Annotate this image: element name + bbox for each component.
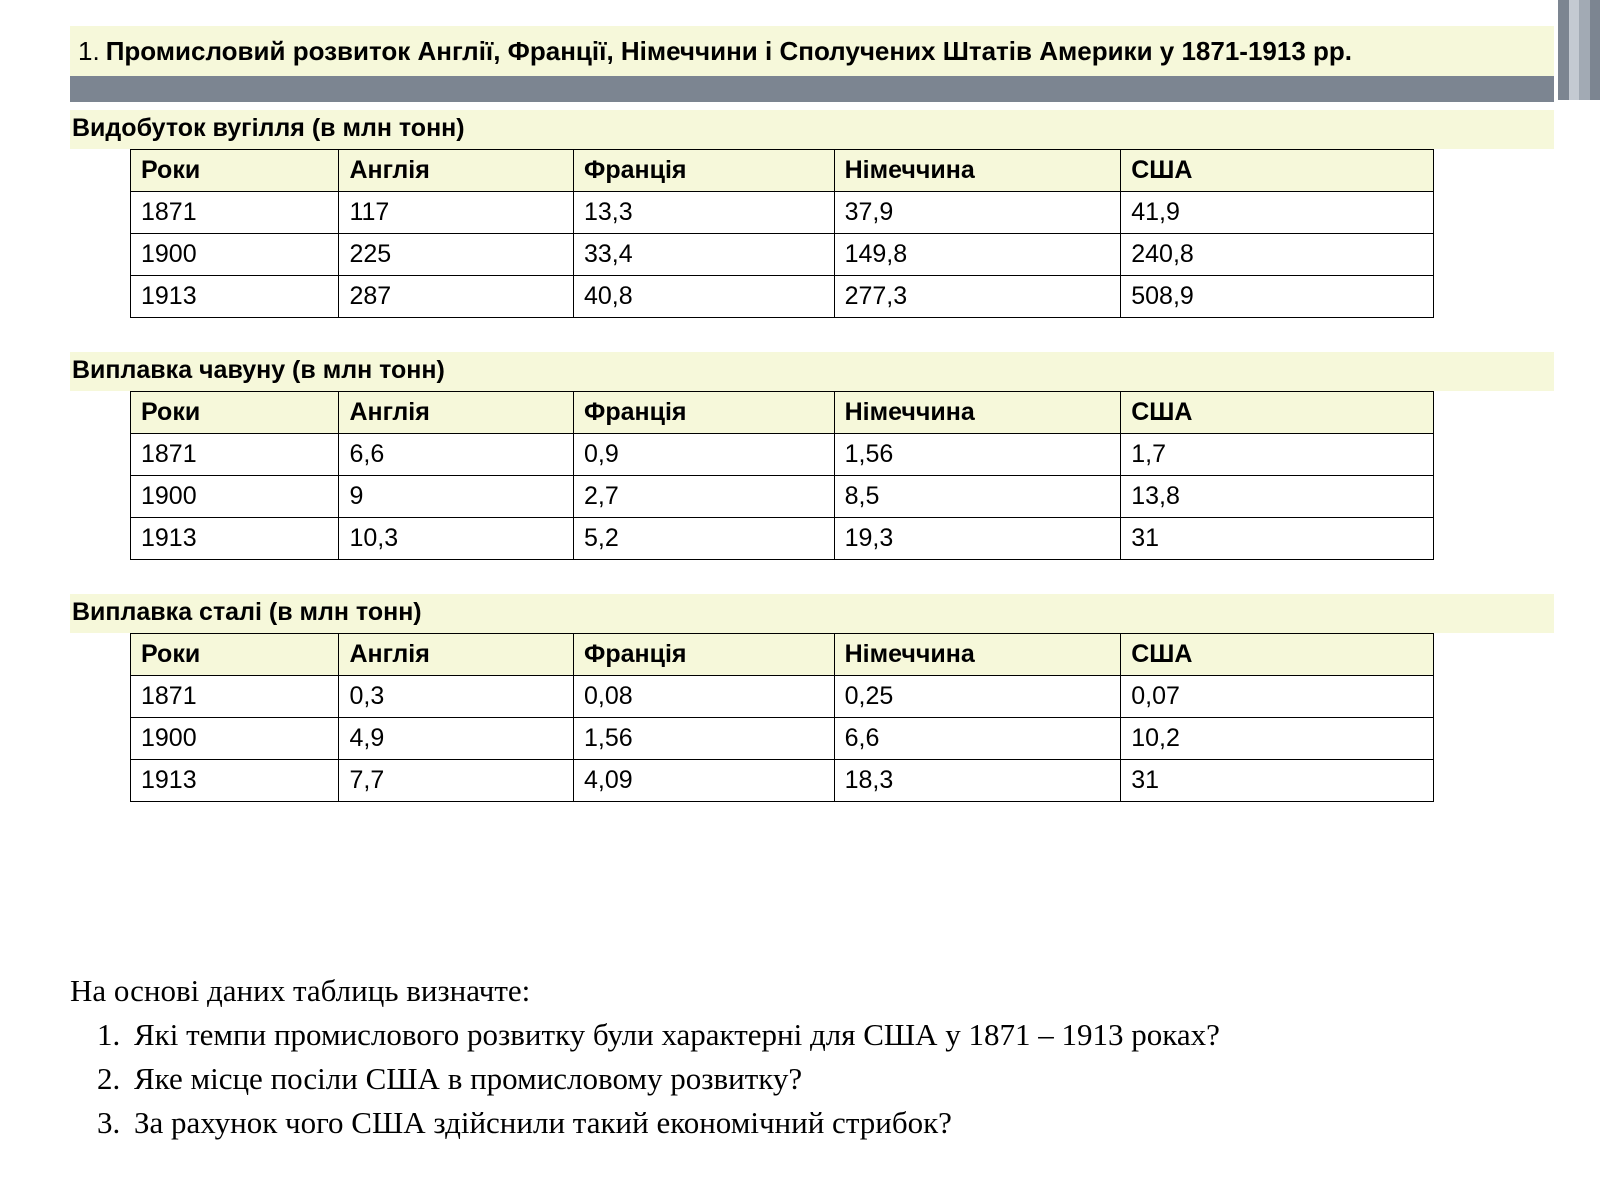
data-table: РокиАнгліяФранціяНімеччинаСША18716,60,91… [130, 391, 1434, 560]
table-cell: 41,9 [1121, 192, 1434, 234]
table-row: 191328740,8277,3508,9 [131, 276, 1434, 318]
table-cell: 277,3 [834, 276, 1121, 318]
table-cell: 1900 [131, 718, 339, 760]
table-cell: 10,3 [339, 518, 574, 560]
table-header-cell: Франція [574, 150, 835, 192]
data-table: РокиАнгліяФранціяНімеччинаСША18710,30,08… [130, 633, 1434, 802]
title-text: Промисловий розвиток Англії, Франції, Ні… [106, 36, 1352, 67]
table-cell: 40,8 [574, 276, 835, 318]
table-row: 19004,91,566,610,2 [131, 718, 1434, 760]
table-cell: 4,9 [339, 718, 574, 760]
stripe [1569, 0, 1580, 100]
table-cell: 149,8 [834, 234, 1121, 276]
table-cell: 0,07 [1121, 676, 1434, 718]
stripe [1579, 0, 1590, 100]
table-cell: 1900 [131, 476, 339, 518]
page: 1. Промисловий розвиток Англії, Франції,… [0, 0, 1600, 1200]
table-row: 190092,78,513,8 [131, 476, 1434, 518]
questions-list: Які темпи промислового розвитку були хар… [70, 1014, 1554, 1144]
question-item: Яке місце посіли США в промисловому розв… [128, 1058, 1554, 1100]
table-caption: Виплавка чавуну (в млн тонн) [70, 352, 1554, 391]
table-cell: 4,09 [574, 760, 835, 802]
table-cell: 1913 [131, 518, 339, 560]
table-cell: 1,56 [574, 718, 835, 760]
table-caption: Виплавка сталі (в млн тонн) [70, 594, 1554, 633]
table-row: 191310,35,219,331 [131, 518, 1434, 560]
table-cell: 31 [1121, 518, 1434, 560]
questions-intro: На основі даних таблиць визначте: [70, 970, 1554, 1012]
table-cell: 18,3 [834, 760, 1121, 802]
table-header-cell: Німеччина [834, 634, 1121, 676]
table-cell: 1871 [131, 192, 339, 234]
table-cell: 0,08 [574, 676, 835, 718]
grey-underline-bar [70, 76, 1554, 102]
table-caption: Видобуток вугілля (в млн тонн) [70, 110, 1554, 149]
table-cell: 1900 [131, 234, 339, 276]
question-item: Які темпи промислового розвитку були хар… [128, 1014, 1554, 1056]
table-header-cell: Англія [339, 634, 574, 676]
table-row: 18710,30,080,250,07 [131, 676, 1434, 718]
questions-block: На основі даних таблиць визначте: Які те… [70, 970, 1554, 1145]
table-header-cell: Англія [339, 150, 574, 192]
table-header-cell: Франція [574, 392, 835, 434]
decorative-stripes [1558, 0, 1600, 100]
table-wrapper: РокиАнгліяФранціяНімеччинаСША187111713,3… [70, 149, 1554, 318]
question-item: За рахунок чого США здійснили такий екон… [128, 1102, 1554, 1144]
table-cell: 6,6 [834, 718, 1121, 760]
table-cell: 9 [339, 476, 574, 518]
table-cell: 2,7 [574, 476, 835, 518]
table-header-cell: Німеччина [834, 150, 1121, 192]
table-cell: 13,8 [1121, 476, 1434, 518]
table-cell: 19,3 [834, 518, 1121, 560]
table-row: 187111713,337,941,9 [131, 192, 1434, 234]
title-number: 1. [78, 36, 100, 67]
table-row: 19137,74,0918,331 [131, 760, 1434, 802]
table-row: 190022533,4149,8240,8 [131, 234, 1434, 276]
table-header-cell: Німеччина [834, 392, 1121, 434]
table-header-row: РокиАнгліяФранціяНімеччинаСША [131, 634, 1434, 676]
table-header-cell: США [1121, 392, 1434, 434]
table-cell: 1,56 [834, 434, 1121, 476]
table-cell: 1913 [131, 760, 339, 802]
table-cell: 10,2 [1121, 718, 1434, 760]
table-header-cell: Роки [131, 150, 339, 192]
data-table: РокиАнгліяФранціяНімеччинаСША187111713,3… [130, 149, 1434, 318]
stripe [1590, 0, 1600, 100]
table-wrapper: РокиАнгліяФранціяНімеччинаСША18710,30,08… [70, 633, 1554, 802]
table-cell: 5,2 [574, 518, 835, 560]
table-cell: 240,8 [1121, 234, 1434, 276]
main-title: 1. Промисловий розвиток Англії, Франції,… [70, 26, 1554, 76]
table-cell: 1,7 [1121, 434, 1434, 476]
table-cell: 37,9 [834, 192, 1121, 234]
table-cell: 225 [339, 234, 574, 276]
table-header-cell: США [1121, 634, 1434, 676]
table-cell: 287 [339, 276, 574, 318]
table-header-cell: Роки [131, 634, 339, 676]
table-cell: 1871 [131, 434, 339, 476]
table-cell: 117 [339, 192, 574, 234]
table-wrapper: РокиАнгліяФранціяНімеччинаСША18716,60,91… [70, 391, 1554, 560]
table-cell: 1871 [131, 676, 339, 718]
table-cell: 8,5 [834, 476, 1121, 518]
content-area: Видобуток вугілля (в млн тонн)РокиАнглія… [70, 110, 1554, 836]
table-cell: 6,6 [339, 434, 574, 476]
table-header-row: РокиАнгліяФранціяНімеччинаСША [131, 150, 1434, 192]
table-cell: 0,25 [834, 676, 1121, 718]
table-header-cell: Англія [339, 392, 574, 434]
stripe [1558, 0, 1569, 100]
table-header-row: РокиАнгліяФранціяНімеччинаСША [131, 392, 1434, 434]
table-cell: 13,3 [574, 192, 835, 234]
table-row: 18716,60,91,561,7 [131, 434, 1434, 476]
table-header-cell: Франція [574, 634, 835, 676]
table-header-cell: США [1121, 150, 1434, 192]
table-cell: 7,7 [339, 760, 574, 802]
table-cell: 0,3 [339, 676, 574, 718]
table-cell: 33,4 [574, 234, 835, 276]
table-cell: 31 [1121, 760, 1434, 802]
table-cell: 0,9 [574, 434, 835, 476]
table-header-cell: Роки [131, 392, 339, 434]
table-cell: 1913 [131, 276, 339, 318]
table-cell: 508,9 [1121, 276, 1434, 318]
